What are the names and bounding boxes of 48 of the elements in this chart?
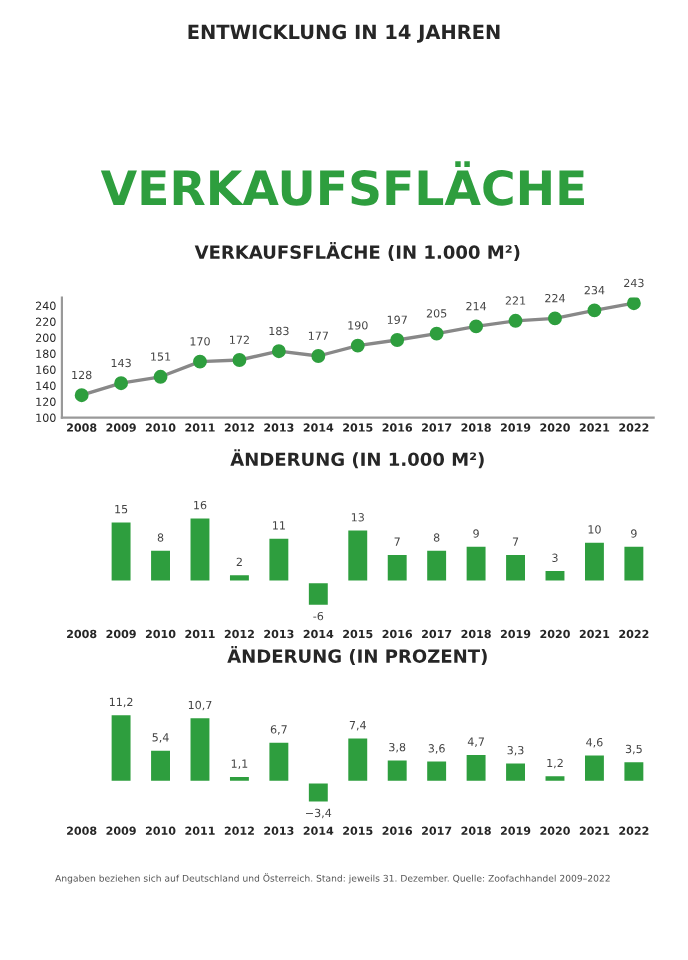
bar (345, 527, 370, 584)
bar (621, 544, 647, 584)
chart-title: VERKAUFSFLÄCHE (IN 1.000 M²) (194, 242, 520, 262)
bar (503, 552, 528, 584)
bar (424, 548, 449, 584)
bar (108, 519, 134, 584)
bar (108, 712, 134, 784)
text: ENTWICKLUNG IN 14 JAHREN (188, 24, 500, 43)
bar (542, 568, 568, 584)
point (469, 319, 484, 334)
point (508, 313, 523, 328)
point (587, 303, 602, 318)
bar (187, 715, 213, 784)
point (271, 344, 286, 359)
bar (227, 572, 252, 584)
bar (345, 735, 370, 784)
bar (384, 757, 410, 784)
point (548, 311, 562, 326)
bar (542, 773, 568, 784)
bar (424, 758, 449, 784)
bar (266, 739, 292, 784)
bar (266, 535, 292, 584)
point (114, 376, 129, 391)
point (193, 354, 207, 369)
chart-title: ÄNDERUNG (IN PROZENT) (227, 645, 487, 666)
point (74, 388, 89, 403)
bar (148, 548, 173, 584)
bar (463, 752, 489, 784)
chart-title: ÄNDERUNG (IN 1.000 M²) (230, 449, 484, 469)
point (350, 338, 365, 353)
bar (384, 552, 410, 584)
point (311, 349, 326, 363)
bar (227, 774, 252, 784)
bar (621, 759, 647, 784)
text: VERKAUFSFLÄCHE (100, 161, 584, 206)
point (232, 353, 247, 367)
bar (306, 780, 331, 805)
bar (582, 752, 607, 784)
bar (463, 544, 489, 584)
point (429, 326, 444, 341)
bar (187, 515, 213, 584)
bar (582, 539, 607, 584)
bar (148, 747, 173, 784)
point (626, 297, 641, 311)
bar (503, 760, 528, 784)
bar (306, 580, 331, 608)
point (390, 333, 405, 347)
point (153, 369, 168, 384)
